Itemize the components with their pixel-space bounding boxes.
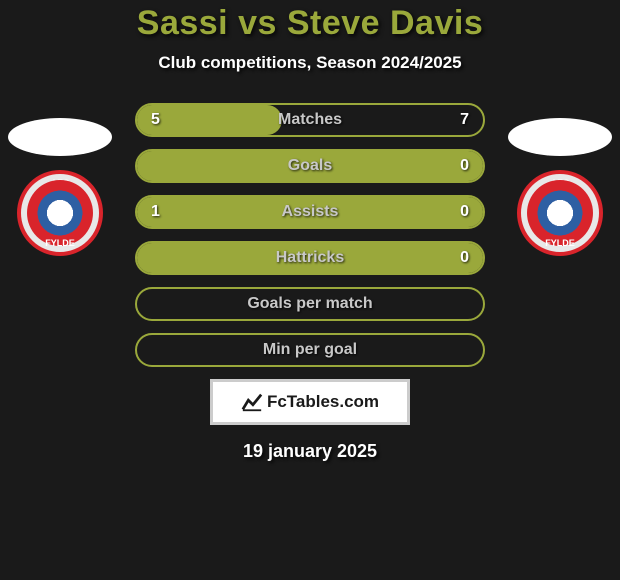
stat-value-right: 0 <box>460 249 469 267</box>
stat-row: Goals per match <box>135 287 485 321</box>
stat-row: 5 Matches 7 <box>135 103 485 137</box>
infographic-container: Sassi vs Steve Davis Club competitions, … <box>0 0 620 462</box>
page-title: Sassi vs Steve Davis <box>137 4 483 43</box>
player-silhouette-right <box>508 118 612 156</box>
stat-value-left: 5 <box>151 111 160 129</box>
stats-column: 5Matches7Goals01Assists0Hattricks0Goals … <box>135 103 485 367</box>
stat-value-right: 0 <box>460 203 469 221</box>
stat-row: 1 Assists 0 <box>135 195 485 229</box>
page-subtitle: Club competitions, Season 2024/2025 <box>158 53 461 73</box>
stat-label: Hattricks <box>276 249 344 267</box>
stat-row: Goals 0 <box>135 149 485 183</box>
stat-label: Goals per match <box>247 295 372 313</box>
crest-text-bottom-right: FYLDE <box>521 238 599 248</box>
club-crest-left: AFC FYLDE <box>17 170 103 256</box>
stat-row: Hattricks 0 <box>135 241 485 275</box>
stat-label: Assists <box>282 203 339 221</box>
stat-label: Goals <box>288 157 332 175</box>
stat-value-right: 0 <box>460 157 469 175</box>
chart-icon <box>241 391 263 413</box>
player-left-column: AFC FYLDE <box>8 118 112 256</box>
club-crest-right: AFC FYLDE <box>517 170 603 256</box>
brand-text: FcTables.com <box>267 392 379 412</box>
player-silhouette-left <box>8 118 112 156</box>
stat-label: Matches <box>278 111 342 129</box>
crest-text-bottom-left: FYLDE <box>21 238 99 248</box>
crest-inner-icon <box>27 180 93 246</box>
brand-badge: FcTables.com <box>210 379 410 425</box>
stat-row: Min per goal <box>135 333 485 367</box>
date-text: 19 january 2025 <box>243 441 377 462</box>
stat-label: Min per goal <box>263 341 357 359</box>
crest-inner-icon <box>527 180 593 246</box>
stat-value-left: 1 <box>151 203 160 221</box>
stat-value-right: 7 <box>460 111 469 129</box>
player-right-column: AFC FYLDE <box>508 118 612 256</box>
